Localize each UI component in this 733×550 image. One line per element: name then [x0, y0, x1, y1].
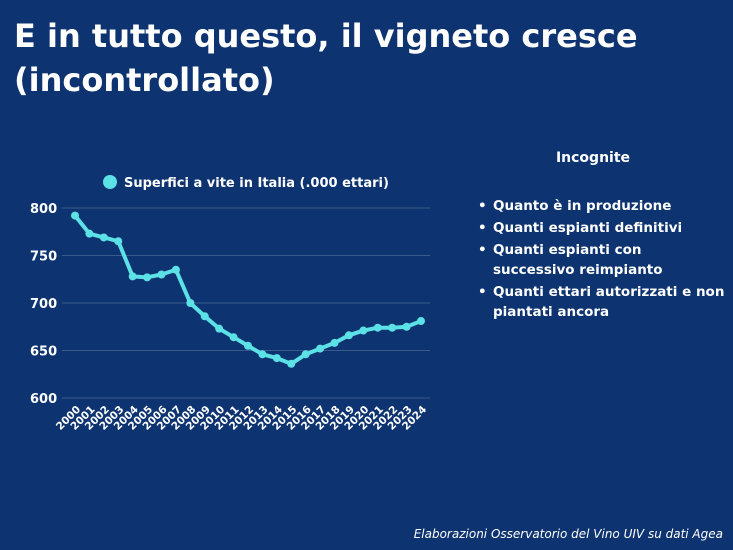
data-point — [258, 350, 267, 359]
data-point — [114, 237, 123, 246]
data-point — [128, 272, 137, 281]
unknowns-list: Quanto è in produzione Quanti espianti d… — [476, 196, 726, 322]
y-tick-label: 750 — [30, 250, 57, 265]
data-point — [157, 270, 166, 279]
source-note: Elaborazioni Osservatorio del Vino UIV s… — [413, 527, 723, 541]
legend-marker — [103, 175, 117, 189]
data-point — [388, 323, 397, 332]
data-point — [272, 354, 281, 363]
y-tick-label: 650 — [30, 345, 57, 360]
data-point — [143, 273, 152, 282]
unknowns-panel: Incognite Quanto è in produzione Quanti … — [476, 150, 726, 324]
data-point — [373, 323, 382, 332]
data-point — [316, 344, 325, 353]
data-point — [330, 338, 339, 347]
data-point — [287, 359, 296, 368]
page-title: E in tutto questo, il vigneto cresce (in… — [14, 17, 638, 99]
list-item: Quanti ettari autorizzati e non piantati… — [478, 282, 726, 322]
data-point — [71, 211, 79, 220]
data-point — [301, 350, 310, 359]
data-point — [244, 341, 252, 350]
list-item: Quanti espianti definitivi — [478, 218, 726, 238]
data-point — [171, 265, 180, 274]
data-point — [85, 229, 94, 238]
unknowns-heading: Incognite — [555, 150, 631, 166]
data-point — [359, 326, 368, 335]
data-point — [186, 299, 195, 307]
data-point — [99, 233, 108, 242]
data-point — [229, 333, 238, 342]
y-tick-label: 600 — [30, 392, 57, 407]
data-point — [215, 324, 224, 333]
data-point — [417, 317, 425, 326]
list-item: Quanti espianti con successivo reimpiant… — [478, 240, 726, 280]
series-line — [73, 214, 422, 366]
y-tick-label: 800 — [30, 202, 57, 217]
list-item: Quanto è in produzione — [478, 196, 726, 216]
data-point — [200, 312, 209, 321]
data-point — [344, 331, 353, 340]
data-point — [402, 322, 411, 331]
legend-label: Superfici a vite in Italia (.000 ettari) — [124, 176, 389, 191]
y-tick-label: 700 — [30, 297, 57, 312]
